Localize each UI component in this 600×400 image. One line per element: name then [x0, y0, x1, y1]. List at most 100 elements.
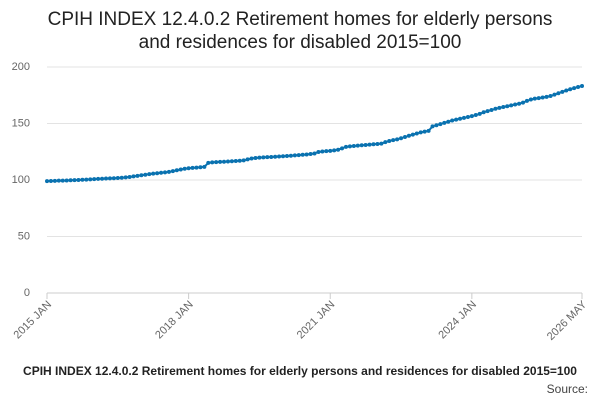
point	[532, 96, 537, 101]
point	[355, 143, 360, 148]
point	[100, 176, 105, 181]
point	[88, 177, 93, 182]
point	[536, 96, 541, 101]
point	[505, 104, 510, 109]
point	[316, 149, 321, 154]
point	[517, 101, 522, 106]
point	[159, 170, 164, 175]
point	[292, 153, 297, 158]
point	[222, 159, 227, 164]
point	[367, 142, 372, 147]
point	[379, 141, 384, 146]
point	[127, 174, 132, 179]
point	[249, 156, 254, 161]
y-tick-label: 50	[18, 230, 30, 242]
point	[410, 132, 415, 137]
x-tick-label: 2018 JAN	[153, 299, 196, 342]
point	[245, 157, 250, 162]
point	[580, 83, 584, 88]
point	[198, 165, 203, 170]
point	[281, 154, 286, 159]
point	[151, 171, 156, 176]
point	[214, 160, 219, 165]
point	[520, 100, 525, 105]
point	[446, 119, 451, 124]
x-tick-label: 2026 MAY	[545, 298, 590, 343]
point	[111, 176, 116, 181]
point	[485, 109, 490, 114]
point	[143, 172, 148, 177]
point	[391, 138, 396, 143]
point	[170, 169, 175, 174]
point	[450, 118, 455, 123]
point	[218, 159, 223, 164]
point	[426, 128, 431, 133]
point	[202, 164, 207, 169]
series-line	[46, 85, 583, 183]
point	[568, 87, 573, 92]
point	[347, 144, 352, 149]
point	[418, 130, 423, 135]
point	[147, 172, 152, 177]
point	[375, 141, 380, 146]
point	[524, 98, 529, 103]
y-tick-label: 200	[12, 61, 30, 73]
point	[178, 167, 183, 172]
point	[308, 152, 313, 157]
point	[320, 149, 325, 154]
point	[233, 159, 238, 164]
x-tick-label: 2015 JAN	[12, 299, 55, 342]
point	[80, 177, 85, 182]
point	[564, 88, 569, 93]
point	[477, 111, 482, 116]
point	[528, 97, 533, 102]
y-tick-label: 0	[24, 287, 30, 299]
x-tick-label: 2021 JAN	[295, 299, 338, 342]
point	[210, 160, 215, 165]
point	[48, 179, 53, 184]
point	[237, 158, 242, 163]
point	[434, 123, 439, 128]
point	[229, 159, 234, 164]
point	[104, 176, 109, 181]
point	[119, 175, 124, 180]
point	[139, 173, 144, 178]
chart-title: and residences for disabled 2015=100	[139, 32, 462, 53]
point	[548, 94, 553, 99]
source: Source:	[547, 382, 588, 396]
point	[556, 91, 561, 96]
point	[422, 129, 427, 134]
point	[64, 178, 69, 183]
point	[131, 174, 136, 179]
point	[493, 106, 498, 111]
point	[206, 160, 211, 165]
point	[76, 178, 81, 182]
point	[273, 154, 278, 159]
point	[395, 137, 400, 142]
point	[277, 154, 282, 159]
point	[465, 114, 470, 119]
point	[52, 178, 57, 183]
point	[576, 85, 581, 90]
point	[383, 140, 388, 145]
point	[261, 155, 266, 160]
point	[371, 142, 376, 147]
point	[269, 154, 274, 159]
point	[458, 116, 463, 121]
point	[92, 177, 97, 182]
point	[107, 176, 112, 181]
point	[324, 149, 329, 154]
y-tick-label: 150	[12, 117, 30, 129]
point	[414, 131, 419, 136]
point	[186, 166, 191, 171]
point	[72, 178, 77, 183]
point	[399, 136, 404, 141]
point	[284, 154, 289, 159]
point	[312, 151, 317, 156]
point	[336, 147, 341, 152]
point	[509, 103, 514, 108]
point	[513, 102, 518, 107]
point	[406, 133, 411, 138]
point	[501, 105, 506, 110]
